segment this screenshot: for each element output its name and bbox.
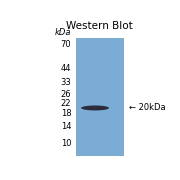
Text: 14: 14 xyxy=(61,122,71,130)
Text: 33: 33 xyxy=(61,78,71,87)
Ellipse shape xyxy=(81,105,109,111)
Text: 10: 10 xyxy=(61,139,71,148)
Text: ← 20kDa: ← 20kDa xyxy=(129,103,165,112)
Bar xyxy=(76,38,123,155)
Text: 26: 26 xyxy=(61,90,71,99)
Text: 44: 44 xyxy=(61,64,71,73)
Text: kDa: kDa xyxy=(55,28,71,37)
Text: 18: 18 xyxy=(61,109,71,118)
Text: Western Blot: Western Blot xyxy=(66,21,133,31)
Text: 70: 70 xyxy=(61,40,71,49)
Text: 22: 22 xyxy=(61,99,71,108)
